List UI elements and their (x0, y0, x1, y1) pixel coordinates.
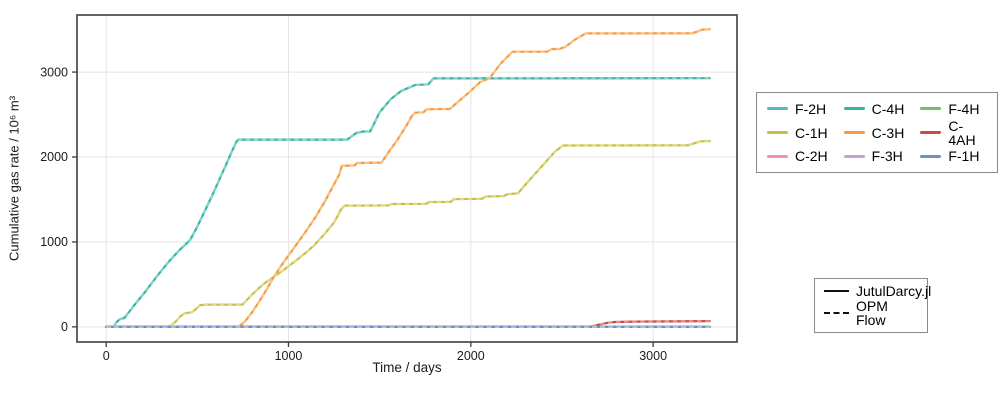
solver-dashed-line-swatch (824, 312, 849, 314)
solver-solid-line-swatch (824, 290, 849, 292)
series-line-opmflow-c-3h (106, 28, 710, 328)
legend-swatch-f-1h (920, 154, 942, 158)
x-tick-label: 0 (103, 349, 110, 363)
legend-item-c-4h: C-4H (843, 99, 911, 119)
legend-label-c-4h: C-4H (871, 100, 905, 117)
legend-label-f-2h: F-2H (795, 100, 827, 117)
legend-label-c-3h: C-3H (871, 124, 905, 141)
y-axis-label: Cumulative gas rate / 10⁶ m³ (6, 95, 22, 261)
legend-swatch-c-4h (843, 107, 865, 111)
legend-swatch-c-1h (767, 131, 788, 134)
x-tick-label: 1000 (275, 349, 303, 363)
solver-legend-item-solid: JutulDarcy.jl (824, 284, 931, 298)
legend-swatch-f-3h (843, 154, 865, 158)
series-line-jutuldarcy-c-3h (105, 28, 711, 328)
y-tick-label: 3000 (40, 65, 68, 79)
series-line-opmflow-c-4ah (106, 320, 710, 328)
series-line-jutuldarcy-c-1h (105, 139, 711, 328)
legend-label-c-4ah: C-4AH (948, 117, 976, 148)
legend-item-f-4h: F-4H (920, 99, 987, 119)
series-line-opmflow-c-1h (106, 140, 710, 328)
legend-item-f-2h: F-2H (767, 99, 834, 119)
y-tick-label: 2000 (40, 150, 68, 164)
legend-label-c-2h: C-2H (795, 148, 828, 165)
legend-swatch-c-2h (767, 154, 788, 158)
series-line-jutuldarcy-c-4h (105, 77, 711, 328)
solvers-legend: JutulDarcy.jl OPM Flow (814, 278, 931, 333)
legend-label-f-3h: F-3H (871, 148, 903, 165)
x-tick-label: 3000 (639, 349, 667, 363)
legend-item-f-3h: F-3H (843, 147, 911, 167)
legend-item-c-2h: C-2H (767, 147, 834, 167)
legend-swatch-f-2h (767, 107, 788, 111)
y-tick-label: 0 (61, 320, 68, 334)
x-tick-label: 2000 (457, 349, 485, 363)
legend-swatch-c-4ah (920, 131, 942, 134)
x-axis-label: Time / days (372, 360, 442, 375)
legend-item-f-1h: F-1H (920, 147, 987, 167)
solver-legend-label-solid: JutulDarcy.jl (856, 283, 932, 299)
legend-swatch-f-4h (920, 107, 942, 111)
legend-label-c-1h: C-1H (795, 124, 828, 141)
legend-item-c-4ah: C-4AH (920, 119, 987, 147)
solver-legend-item-dashed: OPM Flow (824, 299, 918, 327)
legend-item-c-1h: C-1H (767, 119, 834, 147)
y-tick-label: 1000 (40, 235, 68, 249)
wells-legend: F-2H C-1H C-2H C-4H C-3H F-3H F-4H C-4AH F-1H (756, 92, 998, 173)
series-line-opmflow-c-4h (106, 77, 710, 328)
legend-item-c-3h: C-3H (843, 119, 911, 147)
legend-swatch-c-3h (843, 131, 865, 134)
legend-label-f-4h: F-4H (948, 100, 980, 117)
solver-legend-label-dashed: OPM Flow (856, 298, 888, 328)
legend-label-f-1h: F-1H (948, 148, 980, 165)
plot-box (76, 14, 738, 343)
